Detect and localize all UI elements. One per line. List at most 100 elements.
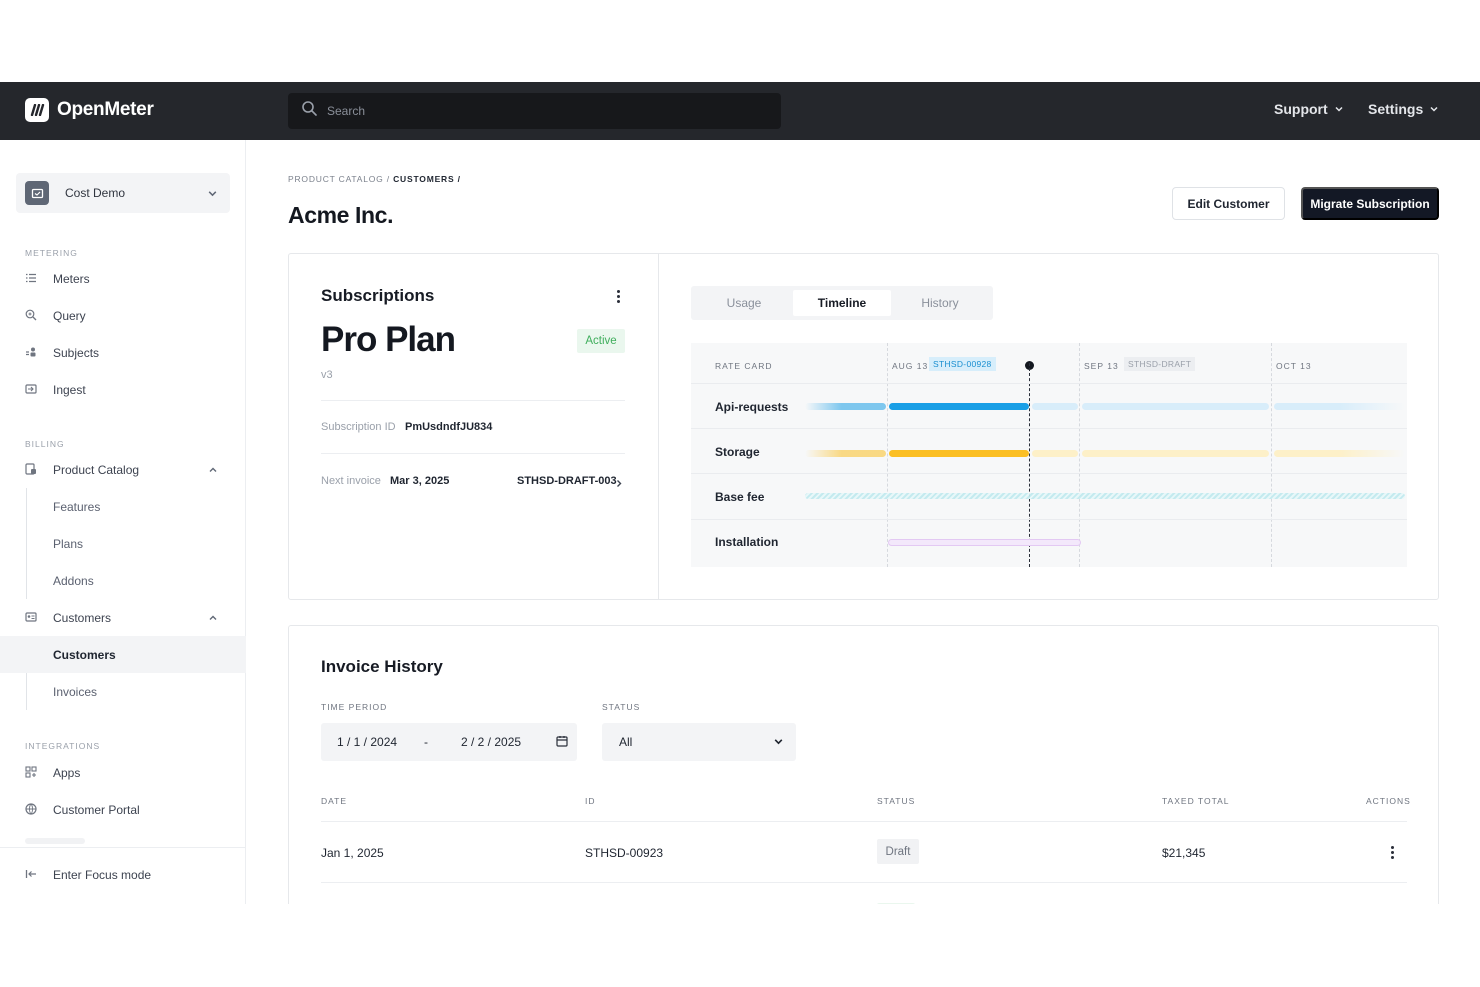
sidebar: Cost Demo METERING Meters Query Subjects… [0,140,246,904]
brand-logo[interactable]: OpenMeter [25,98,154,122]
edit-customer-button[interactable]: Edit Customer [1172,187,1285,220]
status-badge-partial [877,903,915,904]
chevron-down-icon [1429,101,1439,117]
usage-bar [1274,403,1405,410]
sidebar-item-invoices[interactable]: Invoices [0,673,246,710]
sidebar-item-ingest[interactable]: Ingest [0,371,246,408]
sidebar-item-addons[interactable]: Addons [0,562,246,599]
sidebar-item-label: Customer Portal [53,802,140,817]
status-select-value: All [619,735,633,749]
sidebar-item-features[interactable]: Features [0,488,246,525]
rate-card-row-label: Storage [715,445,760,459]
row-divider [691,428,1407,429]
tree-line [26,488,27,599]
usage-bar [1032,403,1078,410]
usage-bar [1082,450,1269,457]
date-range-picker[interactable]: 1 / 1 / 2024 - 2 / 2 / 2025 [321,723,577,761]
rate-card-row-label: Api-requests [715,400,789,414]
workspace-icon [25,181,49,205]
sidebar-item-label: Invoices [53,684,98,699]
status-select[interactable]: All [602,723,796,761]
column-header-taxed-total[interactable]: TAXED TOTAL [1162,796,1230,806]
sidebar-item-customers[interactable]: Customers [0,636,246,673]
rate-card-row-label: Installation [715,535,779,549]
main-content: PRODUCT CATALOG / CUSTOMERS / Acme Inc. … [246,140,1480,904]
more-vertical-icon[interactable] [1385,844,1399,860]
chevron-up-icon[interactable] [208,613,218,623]
sidebar-item-plans[interactable]: Plans [0,525,246,562]
row-divider [691,383,1407,384]
column-header-id[interactable]: ID [585,796,596,806]
subscription-card: Subscriptions Pro Plan v3 Active Subscri… [288,253,1439,600]
support-menu[interactable]: Support [1274,101,1344,117]
focus-mode-button[interactable]: Enter Focus mode [0,856,246,893]
divider [321,400,625,401]
divider [0,847,246,848]
sidebar-item-subjects[interactable]: Subjects [0,334,246,371]
breadcrumb: PRODUCT CATALOG / CUSTOMERS / [288,174,461,184]
sidebar-item-label: Apps [53,765,81,780]
migrate-subscription-button[interactable]: Migrate Subscription [1301,187,1439,220]
period-label-aug: AUG 13 [892,361,929,371]
invoice-history-heading: Invoice History [321,657,443,676]
search-input[interactable] [327,104,727,118]
focus-mode-label: Enter Focus mode [53,867,152,882]
sidebar-item-label: Plans [53,536,84,551]
chevron-right-icon[interactable] [614,476,624,494]
column-header-date[interactable]: DATE [321,796,348,806]
more-vertical-icon[interactable] [611,288,625,304]
next-invoice-date: Mar 3, 2025 [390,475,450,487]
base-fee-bar [805,493,1405,499]
tab-usage[interactable]: Usage [726,296,762,310]
sidebar-item-apps[interactable]: Apps [0,754,246,791]
date-to-input[interactable]: 2 / 2 / 2025 [461,735,522,749]
view-tabs: Usage Timeline History [691,286,993,320]
installation-bar [888,539,1081,546]
tab-history[interactable]: History [921,296,959,310]
sidebar-item-label: Product Catalog [53,462,140,477]
next-invoice-link[interactable]: STHSD-DRAFT-003 [517,475,617,487]
sidebar-item-label: Customers [53,647,116,662]
invoice-chip[interactable]: STHSD-DRAFT [1124,357,1196,371]
rate-card-header: RATE CARD [715,361,773,371]
workspace-switcher[interactable]: Cost Demo [16,173,230,213]
divider [321,453,625,454]
page-title: Acme Inc. [288,202,394,228]
breadcrumb-product-catalog[interactable]: PRODUCT CATALOG [288,174,384,184]
sidebar-item-query[interactable]: Query [0,297,246,334]
sidebar-item-label: Query [53,308,86,323]
brand-name: OpenMeter [57,99,154,120]
breadcrumb-customers[interactable]: CUSTOMERS [393,174,455,184]
search-icon [302,101,317,121]
customers-icon [25,612,37,622]
subscription-id-value[interactable]: PmUsdndfJU834 [405,421,493,433]
usage-bar [1274,450,1405,457]
sidebar-item-customers-group[interactable]: Customers [0,599,246,636]
apps-grid-icon [25,766,37,778]
date-from-input[interactable]: 1 / 1 / 2024 [337,735,398,749]
sidebar-item-product-catalog[interactable]: Product Catalog [0,451,246,488]
invoice-id[interactable]: STHSD-00923 [585,846,664,860]
chevron-up-icon[interactable] [208,465,218,475]
globe-icon [25,803,37,815]
row-divider [691,519,1407,520]
sidebar-item-label: Meters [53,271,90,286]
divider [321,882,1407,883]
search-bar[interactable] [288,93,781,129]
status-filter-label: STATUS [602,702,641,712]
timeline-chart: RATE CARD AUG 13 STHSD-00928 SEP 13 STHS… [691,343,1407,567]
settings-menu[interactable]: Settings [1368,101,1439,117]
tab-timeline[interactable]: Timeline [793,290,891,316]
column-header-status[interactable]: STATUS [877,796,916,806]
sidebar-item-label: Ingest [53,382,86,397]
period-gridline [1079,343,1080,567]
period-label-sep: SEP 13 [1084,361,1119,371]
calendar-icon[interactable] [556,735,568,750]
invoice-date: Jan 1, 2025 [321,846,384,860]
sidebar-item-meters[interactable]: Meters [0,260,246,297]
invoice-chip[interactable]: STHSD-00928 [929,357,996,371]
sidebar-item-customer-portal[interactable]: Customer Portal [0,791,246,828]
workspace-name: Cost Demo [65,186,126,200]
plan-version: v3 [321,369,333,381]
chevron-down-icon [1334,101,1344,117]
